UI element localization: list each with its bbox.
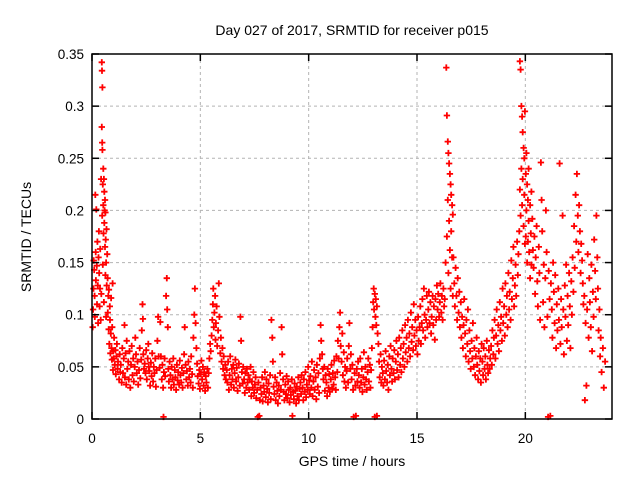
x-tick-label: 20: [518, 431, 533, 446]
y-tick-label: 0.1: [65, 308, 84, 323]
y-tick-label: 0.25: [58, 151, 84, 166]
x-tick-label: 10: [301, 431, 316, 446]
x-axis-title: GPS time / hours: [298, 453, 406, 469]
y-tick-label: 0.35: [58, 47, 84, 62]
x-tick-label: 0: [88, 431, 96, 446]
y-axis-title: SRMTID / TECUs: [18, 181, 34, 293]
y-tick-label: 0.15: [58, 256, 84, 271]
data-points: [89, 58, 609, 421]
tick-labels: 0 5 10 15 20 0 0.05 0.1 0.15 0.2 0.25 0.3 0.35: [58, 47, 533, 446]
plot-border: [91, 53, 613, 420]
axis-ticks: [91, 53, 612, 420]
x-tick-label: 15: [409, 431, 424, 446]
x-tick-label: 5: [197, 431, 205, 446]
chart-title: Day 027 of 2017, SRMTID for receiver p01…: [215, 22, 489, 38]
y-tick-label: 0.2: [65, 203, 84, 218]
y-tick-label: 0.05: [58, 360, 84, 375]
y-tick-label: 0.3: [65, 99, 84, 114]
y-tick-label: 0: [76, 412, 84, 427]
